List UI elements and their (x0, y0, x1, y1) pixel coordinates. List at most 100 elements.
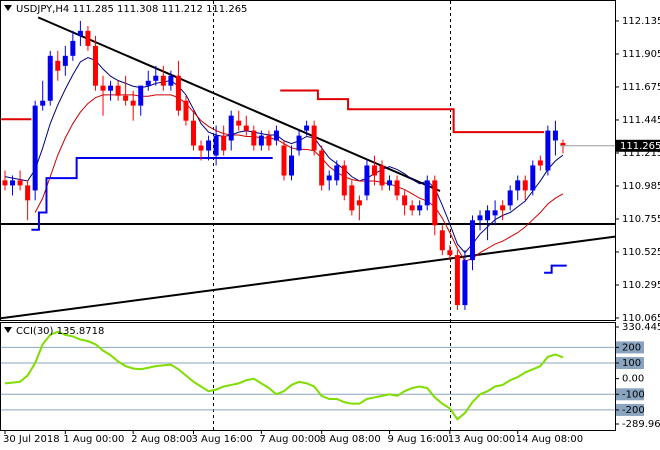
candle-body (552, 130, 558, 141)
candle-body (55, 60, 61, 71)
candle-body (213, 135, 219, 156)
candle-body (364, 165, 370, 196)
candle-body (25, 185, 31, 201)
candle-body (17, 180, 23, 186)
candle-body (77, 30, 83, 36)
candle-body (432, 180, 438, 226)
candle-body (85, 30, 91, 46)
candle-body (138, 85, 144, 106)
candle-body (266, 135, 272, 146)
candle-body (379, 165, 385, 186)
candle-body (236, 120, 242, 126)
x-tick-label: 14 Aug 08:00 (516, 434, 583, 445)
candle-body (198, 145, 204, 151)
candle-body (500, 205, 506, 211)
candle-body (409, 205, 415, 211)
chart-icon (4, 5, 12, 11)
candle-body (92, 45, 98, 86)
cci-tick-label: 330.4457 (622, 322, 660, 333)
x-tick-label: 13 Aug 00:00 (448, 434, 515, 445)
cci-tick-label: -100 (622, 389, 645, 400)
candle-body (485, 210, 491, 221)
candle-body (108, 85, 114, 91)
candle-body (469, 220, 475, 261)
y-tick-label: 110.065 (622, 313, 660, 324)
candle-body (100, 85, 106, 91)
candle-body (130, 100, 136, 106)
candle-body (522, 180, 528, 191)
candle-body (447, 250, 453, 256)
candle-body (296, 135, 302, 151)
candle-body (160, 75, 166, 86)
y-tick-label: 112.135 (622, 16, 660, 27)
cci-level-box (616, 388, 644, 401)
candle-body (47, 55, 53, 101)
candle-body (477, 215, 483, 221)
candle-body (371, 165, 377, 176)
y-tick-label: 111.215 (622, 148, 660, 159)
candle-body (273, 130, 279, 141)
candle-body (123, 95, 129, 101)
candle-body (311, 125, 317, 151)
candle-body (243, 125, 249, 131)
cci-tick-label: -200 (622, 405, 645, 416)
candle-body (319, 150, 325, 186)
y-tick-label: 110.985 (622, 181, 660, 192)
main-panel (0, 0, 616, 321)
x-tick-label: 3 Aug 16:00 (192, 434, 253, 445)
candle-body (183, 100, 189, 121)
candle-body (537, 160, 543, 166)
candle-body (507, 190, 513, 206)
candle-body (168, 75, 174, 86)
candle-body (251, 130, 257, 146)
candle-body (402, 195, 408, 206)
cci-tick-label: 200 (622, 342, 641, 353)
trendline (37, 16, 441, 192)
y-tick-label: 111.905 (622, 49, 660, 60)
candle-body (530, 165, 536, 191)
candle-body (175, 75, 181, 111)
indicator-icon (4, 327, 12, 333)
cci-tick-label: -289.9663 (622, 419, 660, 430)
cci-level-box (616, 357, 644, 370)
indicator-line (31, 156, 567, 274)
candle-body (545, 130, 551, 171)
cci-line (4, 330, 564, 421)
indicator-line (34, 94, 564, 262)
trendline (1, 235, 615, 320)
candle-body (40, 100, 46, 106)
candle-body (417, 205, 423, 211)
candle-body (70, 40, 76, 56)
y-tick-label: 110.755 (622, 214, 660, 225)
candle-body (32, 105, 38, 191)
x-tick-label: 1 Aug 00:00 (63, 434, 124, 445)
candle-body (492, 210, 498, 216)
last-price-box (616, 139, 660, 152)
candle-body (62, 55, 68, 66)
x-tick-label: 8 Aug 08:00 (320, 434, 381, 445)
candle-body (258, 135, 264, 146)
candle-body (228, 115, 234, 141)
axes: 112.135 111.905 111.675 111.445 111.215 110.9… (3, 16, 660, 445)
indicator-line (1, 89, 545, 134)
cci-label: CCI(30) 135.8718 (16, 326, 104, 337)
candle-body (326, 175, 332, 181)
candle-body (153, 75, 159, 81)
candle-body (206, 140, 212, 151)
candle-body (439, 230, 445, 251)
y-tick-label: 111.675 (622, 82, 660, 93)
candle-body (334, 165, 340, 181)
y-tick-label: 110.295 (622, 280, 660, 291)
x-tick-label: 2 Aug 08:00 (131, 434, 192, 445)
cci-tick-label: 0.00 (622, 374, 644, 385)
candle-body (560, 142, 566, 146)
candle-body (115, 85, 121, 96)
candle-body (462, 260, 468, 306)
candle-body (191, 120, 196, 146)
x-tick-label: 30 Jul 2018 (3, 434, 60, 445)
cci-level-box (616, 341, 644, 354)
candle-body (10, 180, 16, 186)
candle-body (349, 185, 355, 211)
cci-tick-label: 100 (622, 358, 641, 369)
